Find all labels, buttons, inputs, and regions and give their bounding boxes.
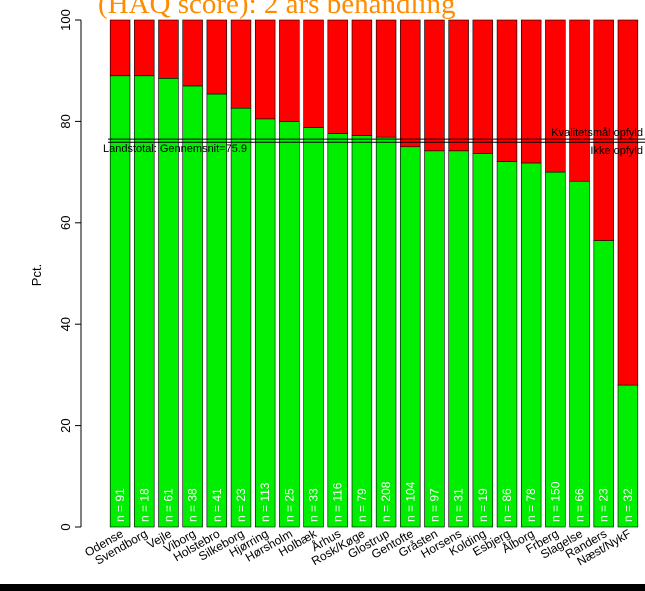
sample-size-label: n = 150 [548, 481, 562, 522]
y-tick-label: 60 [58, 216, 73, 230]
sample-size-label: n = 23 [597, 488, 611, 522]
y-tick-label: 40 [58, 317, 73, 331]
bar-segment-ikke-opfyldt [134, 19, 155, 77]
bar-segment-ikke-opfyldt [472, 19, 494, 154]
bar-segment-ikke-opfyldt [158, 19, 179, 79]
national-average-label: Landstotal: Gennemsnit=75.9 [103, 143, 247, 155]
y-tick-label: 100 [58, 9, 73, 31]
sample-size-label: n = 116 [331, 482, 345, 522]
bar-segment-ikke-opfyldt [206, 19, 228, 95]
bar-segment-ikke-opfyldt [424, 19, 445, 152]
bar-segment-ikke-opfyldt [617, 19, 639, 386]
bar-segment-ikke-opfyldt [182, 19, 203, 87]
bar-segment-ikke-opfyldt [400, 19, 421, 148]
bar-segment-opfyldt [230, 107, 252, 528]
y-axis: 0 20 40 60 80 100 [58, 9, 82, 531]
bottom-border [0, 584, 645, 591]
bar-segment-ikke-opfyldt [254, 19, 276, 120]
bar-segment-ikke-opfyldt [593, 19, 614, 241]
sample-size-label: n = 66 [573, 488, 587, 522]
x-axis-labels: OdenseSvendborgVejleViborgHolstebroSilke… [82, 526, 633, 569]
sample-size-label: n = 97 [428, 488, 442, 522]
sample-size-label: n = 33 [307, 488, 321, 522]
bar-segment-ikke-opfyldt [520, 19, 542, 164]
bar-segment-opfyldt [472, 153, 494, 528]
sample-size-label: n = 25 [282, 488, 296, 522]
bar-group [109, 19, 639, 528]
sample-size-label: n = 91 [113, 488, 127, 522]
bar-segment-ikke-opfyldt [303, 19, 324, 128]
sample-size-label: n = 104 [403, 481, 417, 522]
bar-segment-opfyldt [327, 133, 348, 528]
bar-segment-opfyldt [448, 150, 469, 528]
bar-segment-ikke-opfyldt [375, 19, 397, 138]
sample-size-label: n = 38 [186, 488, 200, 522]
bar-segment-ikke-opfyldt [109, 19, 131, 77]
sample-size-label: n = 86 [500, 488, 514, 522]
bar-segment-opfyldt [520, 162, 542, 528]
bar-segment-ikke-opfyldt [279, 19, 300, 122]
bar-segment-ikke-opfyldt [327, 19, 348, 134]
y-axis-label: Pct. [29, 264, 44, 286]
bar-segment-ikke-opfyldt [545, 19, 566, 173]
chart-title: (HAQ score): 2 års behandling [98, 0, 456, 20]
bar-segment-opfyldt [496, 161, 518, 528]
bar-segment-opfyldt [593, 240, 614, 528]
sample-size-label: n = 208 [379, 481, 393, 522]
sample-size-label: n = 79 [355, 488, 369, 522]
y-tick-label: 20 [58, 418, 73, 432]
sample-size-label: n = 18 [137, 488, 151, 522]
sample-size-label: n = 78 [524, 488, 538, 522]
sample-size-label: n = 61 [162, 488, 176, 522]
not-met-label: Ikke opfyld [590, 145, 643, 157]
bar-segment-opfyldt [206, 93, 228, 528]
bar-segment-ikke-opfyldt [569, 19, 590, 182]
y-tick-label: 0 [58, 523, 73, 530]
bar-segment-opfyldt [569, 180, 590, 528]
sample-size-label: n = 23 [234, 488, 248, 522]
bar-segment-opfyldt [400, 146, 421, 528]
sample-size-label: n = 32 [621, 488, 635, 522]
sample-size-labels: n = 91 n = 18 n = 61 n = 38 n = 41 n = 23 n = … [113, 481, 635, 522]
sample-size-label: n = 113 [258, 482, 272, 522]
bar-segment-ikke-opfyldt [230, 19, 252, 109]
sample-size-label: n = 19 [476, 488, 490, 522]
bar-segment-opfyldt [424, 150, 445, 528]
bar-segment-opfyldt [303, 127, 324, 528]
bar-segment-opfyldt [279, 121, 300, 528]
bar-segment-opfyldt [545, 171, 566, 528]
bar-segment-opfyldt [351, 135, 373, 528]
quality-target-label: Kvalitetsmål opfyld [551, 127, 643, 139]
y-tick-label: 80 [58, 114, 73, 128]
bar-segment-ikke-opfyldt [448, 19, 469, 152]
bar-segment-opfyldt [375, 136, 397, 528]
bar-segment-ikke-opfyldt [351, 19, 373, 136]
sample-size-label: n = 41 [210, 488, 224, 522]
sample-size-label: n = 31 [452, 488, 466, 522]
bar-segment-opfyldt [254, 118, 276, 528]
reference-lines: Landstotal: Gennemsnit=75.9 Kvalitetsmål … [103, 127, 645, 157]
bar-segment-ikke-opfyldt [496, 19, 518, 162]
